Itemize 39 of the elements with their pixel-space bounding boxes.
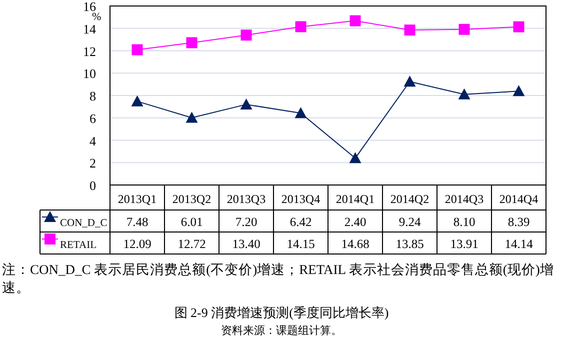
x-tick-label: 2014Q3 (444, 192, 484, 206)
y-tick-label: 14 (83, 21, 96, 36)
y-tick-label: 16 (83, 0, 96, 14)
x-tick-label: 2014Q1 (336, 192, 375, 206)
x-tick-label: 2014Q4 (499, 192, 538, 206)
x-tick-label: 2013Q4 (281, 192, 320, 206)
point (458, 88, 470, 100)
point (458, 24, 470, 35)
x-tick-label: 2014Q2 (390, 192, 430, 206)
y-tick-label: 4 (90, 133, 96, 148)
text: 资料来源：课题组计算。 (220, 324, 343, 338)
legend-label: CON_D_C (60, 218, 108, 229)
point (186, 112, 198, 123)
y-tick-label: 10 (83, 66, 96, 82)
text: 图 2-9 消费增速预测(季度同比增长率) (173, 304, 390, 322)
x-tick-label: 2013Q2 (172, 192, 212, 206)
text: 注：CON_D_C 表示居民消费总额(不变价)增速；RETAIL 表示社会消费品零售总额(现价)增速。 (2, 261, 555, 297)
y-axis-title: % (92, 11, 102, 23)
y-tick-label: 2 (90, 156, 96, 171)
point (240, 30, 252, 41)
x-tick-label: 2013Q1 (118, 192, 157, 206)
point (294, 107, 307, 118)
point (240, 98, 252, 110)
legend-label: RETAIL (60, 240, 96, 251)
point (349, 152, 362, 164)
point (513, 21, 524, 32)
point (404, 24, 416, 36)
y-tick-label: 8 (90, 88, 96, 104)
point (131, 95, 144, 106)
y-tick-label: 12 (83, 44, 96, 59)
point (404, 76, 416, 87)
point (350, 15, 361, 26)
point (132, 44, 143, 56)
y-tick-label: 6 (90, 110, 96, 126)
x-tick-label: 2013Q3 (226, 192, 266, 206)
y-tick-label: 0 (90, 178, 96, 193)
point (295, 21, 306, 32)
point (186, 37, 198, 48)
point (512, 85, 525, 96)
